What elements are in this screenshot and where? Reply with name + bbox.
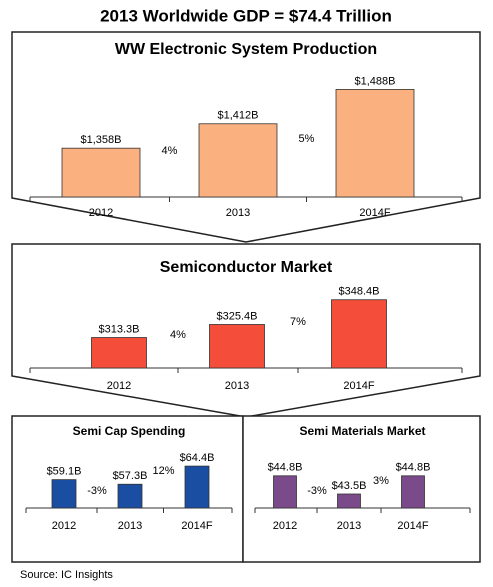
bar [337,493,361,509]
growth-label: 5% [299,133,315,145]
growth-label: 12% [152,465,174,477]
category-label: 2014F [397,520,428,532]
value-label: $1,412B [218,110,259,122]
page-title: 2013 Worldwide GDP = $74.4 Trillion [100,6,392,25]
growth-label: 3% [373,475,389,487]
bar [51,479,77,509]
category-label: 2013 [337,520,361,532]
category-label: 2014F [181,520,212,532]
chart-title: WW Electronic System Production [115,41,377,58]
bar [198,123,278,198]
bar [184,465,210,509]
growth-label: -3% [307,485,327,497]
category-label: 2012 [107,380,131,392]
chart-title: Semi Materials Market [299,424,425,438]
growth-label: 7% [290,316,306,328]
bar [331,299,387,369]
bar [91,337,147,369]
value-label: $57.3B [113,470,148,482]
chart-title: Semiconductor Market [160,259,333,276]
value-label: $1,358B [81,134,122,146]
value-label: $64.4B [180,452,215,464]
category-label: 2012 [273,520,297,532]
chart-title: Semi Cap Spending [73,424,186,438]
value-label: $1,488B [355,75,396,87]
value-label: $313.3B [99,323,140,335]
bar [61,147,141,198]
bar [335,89,415,198]
bar [273,475,297,509]
value-label: $44.8B [396,462,431,474]
category-label: 2014F [343,380,374,392]
value-label: $348.4B [339,286,380,298]
value-label: $44.8B [268,462,303,474]
category-label: 2013 [225,380,249,392]
growth-label: 4% [170,329,186,341]
bar [209,324,265,369]
bar [117,483,143,509]
category-label: 2014F [359,207,390,219]
value-label: $43.5B [332,480,367,492]
category-label: 2012 [89,207,113,219]
category-label: 2013 [118,520,142,532]
growth-label: -3% [87,485,107,497]
category-label: 2013 [226,207,250,219]
value-label: $325.4B [217,310,258,322]
category-label: 2012 [52,520,76,532]
source: Source: IC Insights [20,569,113,581]
value-label: $59.1B [47,466,82,478]
growth-label: 4% [162,145,178,157]
bar [401,475,425,509]
